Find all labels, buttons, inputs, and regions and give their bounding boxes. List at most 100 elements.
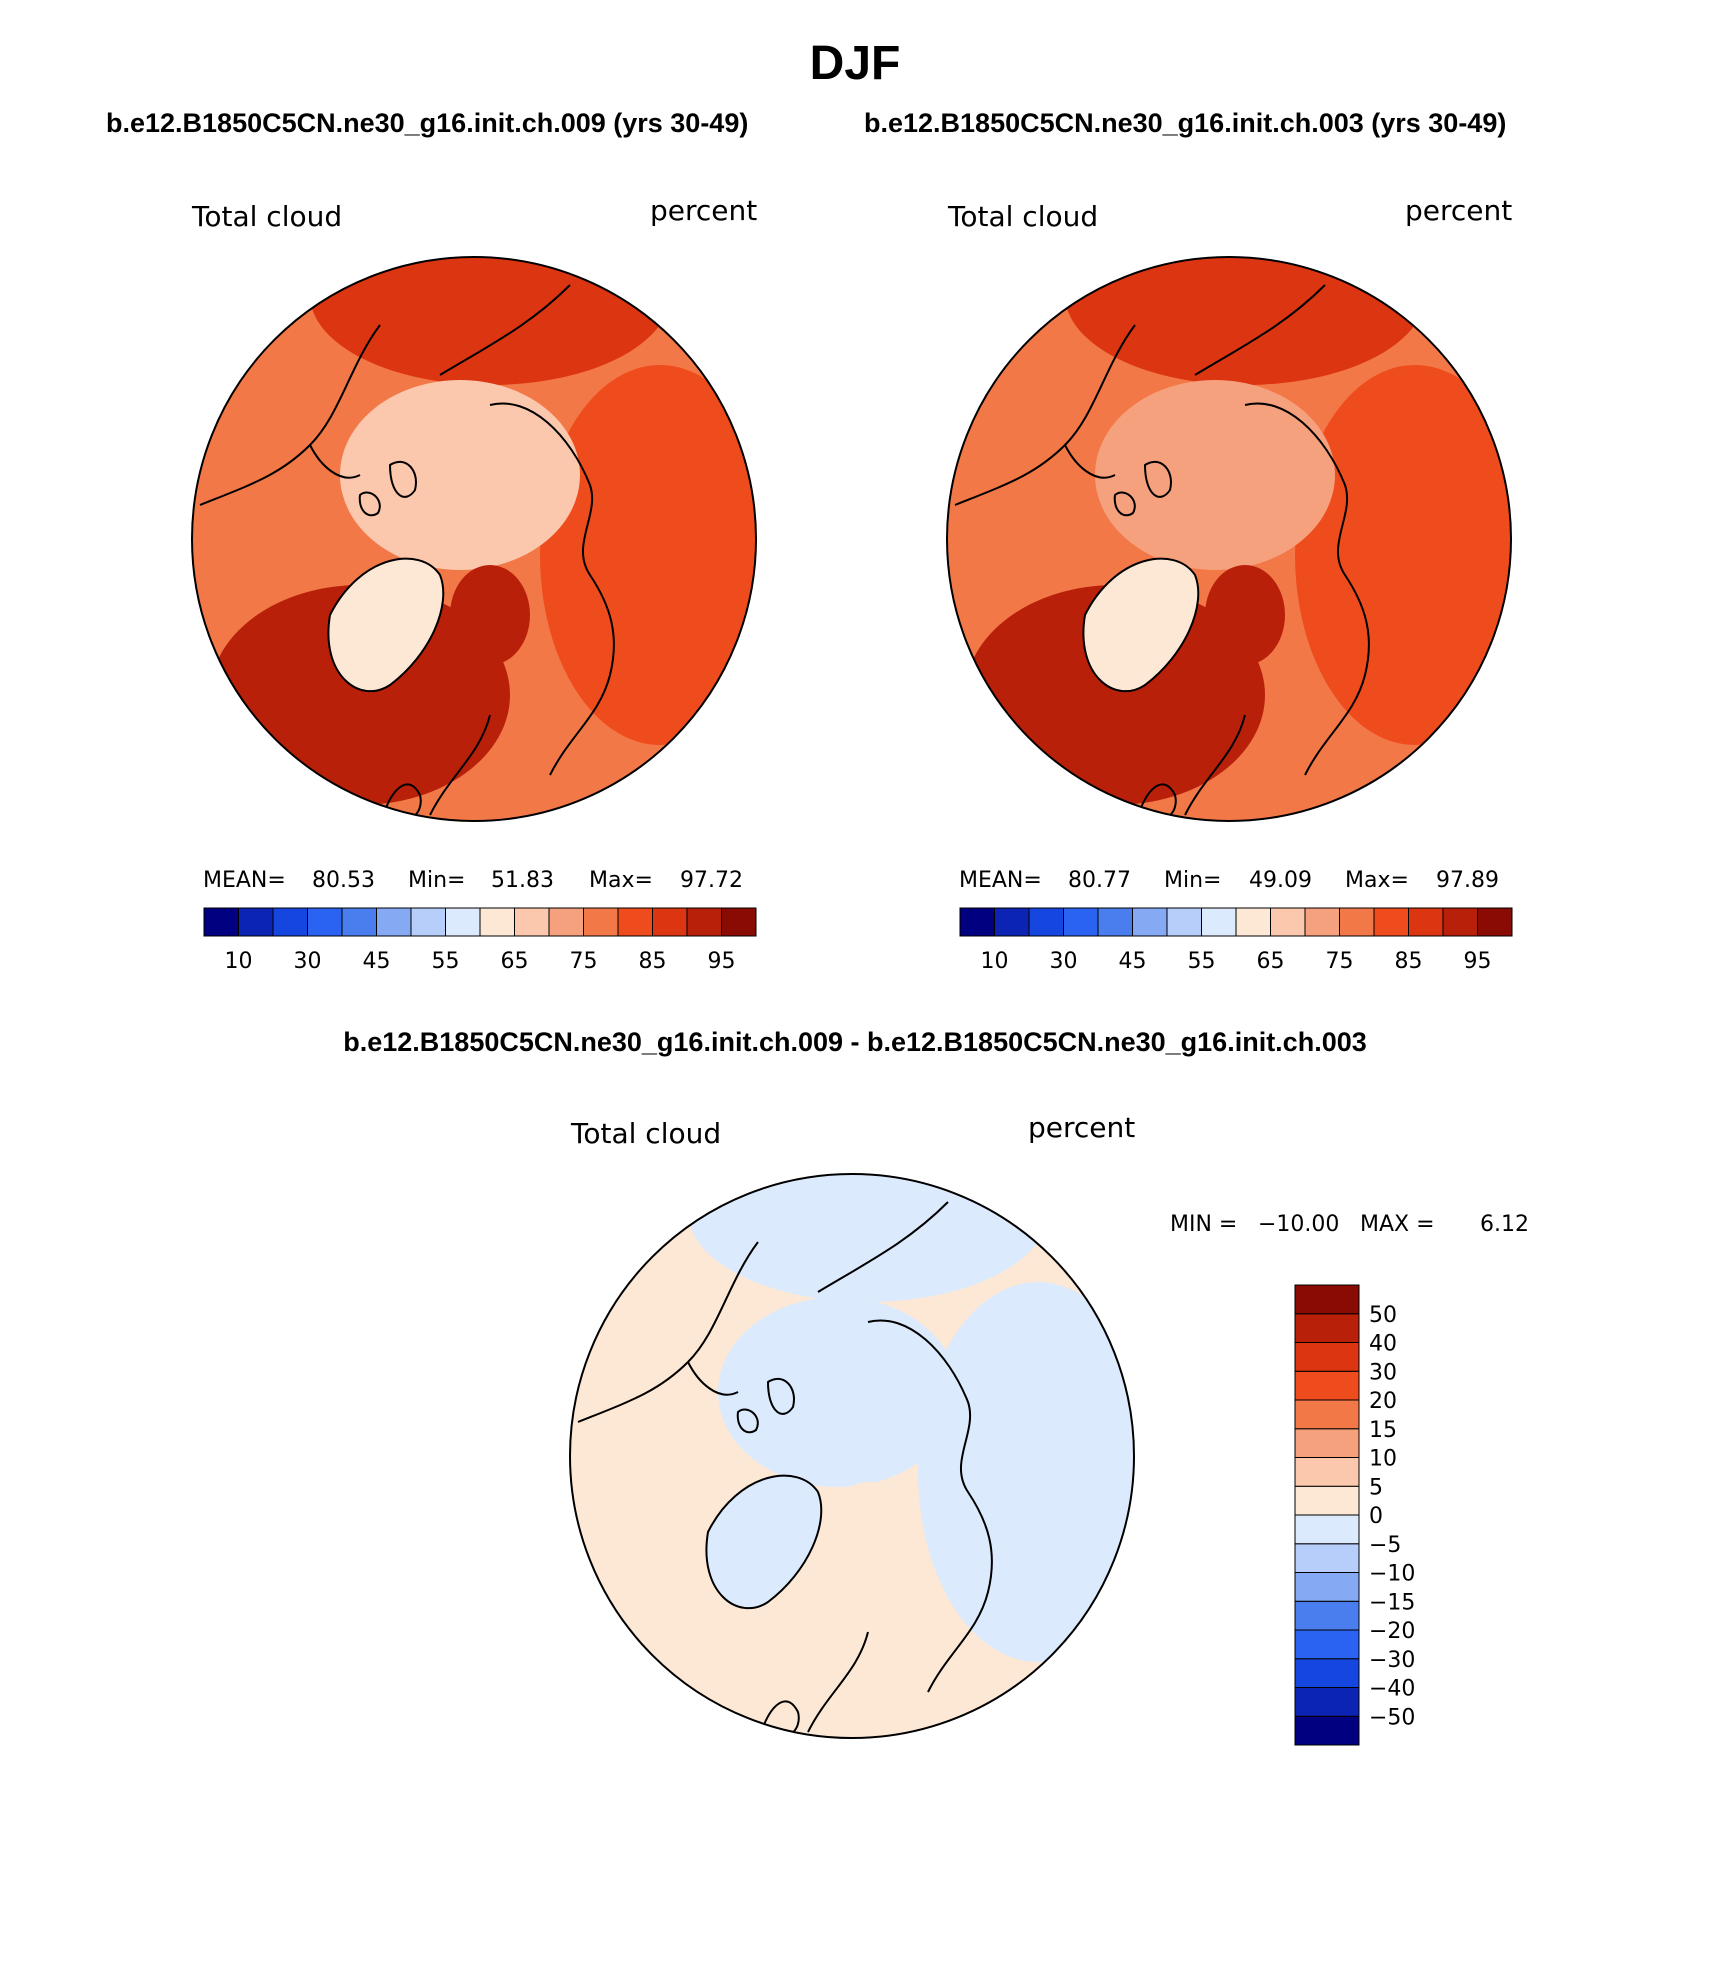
panel3-colorbar-tick-label: −20	[1369, 1619, 1415, 1644]
panel1-min-value: 51.83	[491, 868, 554, 893]
panel3-colorbar-box	[1294, 1370, 1360, 1401]
panel3-field-arctic	[718, 1297, 958, 1487]
panel1-colorbar-box	[410, 907, 446, 937]
panel2-colorbar-box	[1477, 907, 1513, 937]
panel1-field-eurasia	[540, 365, 756, 745]
panel1-left-title: Total cloud	[192, 200, 343, 233]
panel1-colorbar-box	[617, 907, 653, 937]
panel2-max-label: Max=	[1345, 868, 1409, 893]
panel2-colorbar-box	[1132, 907, 1168, 937]
panel3-max-value: 6.12	[1480, 1212, 1529, 1237]
panel3-colorbar-tick-label: 15	[1369, 1418, 1397, 1443]
panel3-left-title: Total cloud	[571, 1117, 722, 1150]
panel2-field-pacific	[1065, 257, 1425, 385]
panel3-colorbar-box	[1294, 1658, 1360, 1688]
panel3-colorbar-box	[1294, 1457, 1360, 1487]
panel1-colorbar-tick-label: 10	[225, 949, 253, 974]
panel3-colorbar-box	[1294, 1543, 1360, 1573]
panel1-colorbar-box	[272, 907, 308, 937]
panel1-colorbar-box	[721, 907, 757, 937]
panel2-right-title: percent	[1405, 194, 1513, 227]
panel2-min-label: Min=	[1164, 868, 1222, 893]
panel1-colorbar-box	[238, 907, 274, 937]
panel2-colorbar-box	[1235, 907, 1271, 937]
panel2-colorbar-box	[1304, 907, 1340, 937]
panel3-colorbar-tick-label: 30	[1369, 1360, 1397, 1385]
panel3-colorbar-box	[1294, 1342, 1360, 1372]
panel1-field-norwegian-sea	[450, 565, 530, 665]
panel2-colorbar: 10 30 45 55 65 75 85 95	[959, 907, 1513, 974]
panel3-min-label: MIN =	[1170, 1212, 1238, 1237]
panel3-coast-greenland	[705, 1474, 823, 1610]
panel1-min-label: Min=	[408, 868, 466, 893]
panel3-colorbar-box	[1294, 1715, 1360, 1746]
panel3-colorbar-box	[1294, 1629, 1360, 1660]
panel2-field-norwegian-sea	[1205, 565, 1285, 665]
panel2-min-value: 49.09	[1249, 868, 1312, 893]
panel1-colorbar-box	[307, 907, 343, 937]
panel3-max-label: MAX =	[1360, 1212, 1435, 1237]
panel1-coast-arctic-islands	[358, 460, 417, 517]
panel1-right-title: percent	[650, 194, 758, 227]
panel3-colorbar-tick-label: −10	[1369, 1562, 1415, 1587]
panel3-field-norwegian-sea	[828, 1482, 908, 1582]
panel1-colorbar-tick-label: 95	[708, 949, 736, 974]
panel3-colorbar-tick-label: −5	[1369, 1533, 1401, 1558]
panel3-polar-map	[569, 1173, 1135, 1739]
panel1-colorbar-tick-label: 30	[294, 949, 322, 974]
panel2-mean-value: 80.77	[1068, 868, 1131, 893]
panel1-colorbar-box	[514, 907, 550, 937]
panel3-field-greenland	[706, 1475, 822, 1609]
panel1-colorbar-tick-label: 85	[639, 949, 667, 974]
panel3-colorbar-tick-label: 50	[1369, 1303, 1397, 1328]
panel2-colorbar-box	[1373, 907, 1409, 937]
panel1-field-pacific	[310, 257, 670, 385]
panel2-map-border	[946, 256, 1512, 822]
panel2-colorbar-tick-label: 65	[1257, 949, 1285, 974]
panel3-colorbar-tick-label: −40	[1369, 1677, 1415, 1702]
panel1-polar-map	[191, 256, 757, 822]
panel3-colorbar-box	[1294, 1428, 1360, 1458]
panel1-max-value: 97.72	[680, 868, 743, 893]
panel1-colorbar-box	[376, 907, 412, 937]
panel2-colorbar-box	[1408, 907, 1444, 937]
panel2-field-eurasia	[1295, 365, 1511, 745]
panel2-field-arctic	[1095, 380, 1335, 570]
panel2-colorbar-tick-label: 45	[1119, 949, 1147, 974]
panel3-colorbar-tick-label: −30	[1369, 1648, 1415, 1673]
figure-title: DJF	[809, 37, 901, 90]
panel2-colorbar-box	[1442, 907, 1478, 937]
panel2-left-title: Total cloud	[948, 200, 1099, 233]
panel1-colorbar-tick-label: 45	[363, 949, 391, 974]
panel1-mean-label: MEAN=	[203, 868, 286, 893]
panel3-colorbar-tick-label: 20	[1369, 1389, 1397, 1414]
panel2-colorbar-box	[1270, 907, 1306, 937]
panel3-colorbar-tick-label: 10	[1369, 1447, 1397, 1472]
panel3-field-eurasia	[918, 1282, 1134, 1662]
panel3-coast-arctic-islands	[736, 1377, 795, 1434]
panel1-field-arctic	[340, 380, 580, 570]
panel3-field-pacific	[688, 1174, 1048, 1302]
panel3-right-title: percent	[1028, 1111, 1136, 1144]
panel3-coast-north-america	[577, 1241, 759, 1423]
panel3-colorbar-tick-label: 0	[1369, 1504, 1383, 1529]
panel1-coast-greenland	[327, 557, 445, 693]
panel1-colorbar-tick-label: 55	[432, 949, 460, 974]
panel2-colorbar-box	[1028, 907, 1064, 937]
difference-title: b.e12.B1850C5CN.ne30_g16.init.ch.009 - b…	[343, 1027, 1367, 1057]
panel1-mean-value: 80.53	[312, 868, 375, 893]
panel2-coast-greenland	[1082, 557, 1200, 693]
panel2-polar-map	[946, 256, 1512, 822]
panel3-colorbar-box	[1294, 1572, 1360, 1602]
panel2-coast-eurasia	[1184, 284, 1370, 816]
panel1-coast-eurasia	[429, 284, 615, 816]
panel1-colorbar-tick-label: 75	[570, 949, 598, 974]
panel3-colorbar-box	[1294, 1284, 1360, 1315]
panel2-colorbar-box	[1339, 907, 1375, 937]
panel3-colorbar-tick-label: −50	[1369, 1705, 1415, 1730]
panel1-coast-north-america	[199, 324, 381, 506]
panel3-colorbar-tick-label: 40	[1369, 1332, 1397, 1357]
panel2-colorbar-tick-label: 85	[1395, 949, 1423, 974]
panel1-colorbar-box	[341, 907, 377, 937]
